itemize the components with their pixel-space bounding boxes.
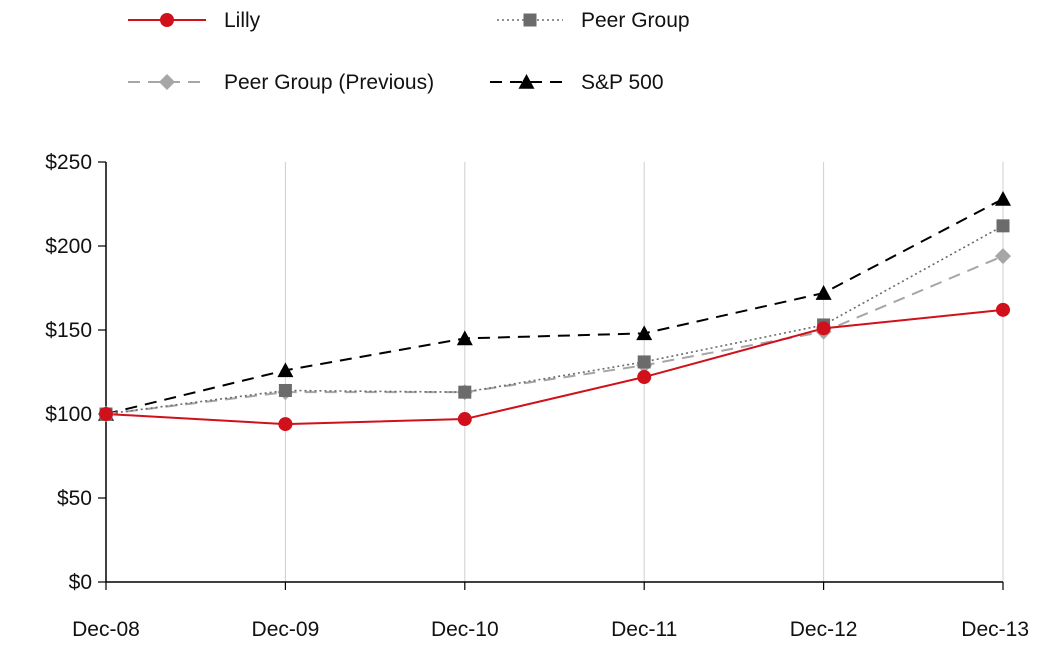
series-markers [98,190,1011,432]
legend-label: Lilly [224,9,261,32]
axes [98,161,1004,590]
legend-label: S&P 500 [581,71,664,94]
data-point-1 [458,385,472,399]
series-line-0 [105,308,1004,426]
x-tick-label: Dec-09 [252,618,320,641]
data-point-0 [637,370,652,385]
x-tick-label: Dec-13 [961,618,1029,641]
legend-label: Peer Group [581,9,690,32]
legend-entry: Peer Group [497,9,690,32]
data-point-0 [996,302,1010,317]
data-point-3 [636,325,653,341]
legend-entry: S&P 500 [490,71,664,94]
data-point-1 [278,383,292,397]
data-point-3 [815,285,832,300]
data-point-1 [996,219,1010,233]
legend-entry: Lilly [128,9,261,32]
x-tick-label: Dec-11 [611,618,677,641]
tick-labels: $0 $50 $100 $150 $200 $250 Dec-08 Dec-09 Dec-10 D… [45,151,1029,641]
series-line-3 [105,198,1004,415]
data-point-1 [637,355,651,369]
x-tick-label: Dec-12 [790,618,858,641]
data-point-0 [816,321,831,336]
legend-label: Peer Group (Previous) [224,71,434,94]
data-point-2 [995,248,1011,265]
data-point-3 [995,190,1011,206]
x-tick-label: Dec-08 [72,618,140,641]
legend-marker [159,74,175,90]
data-point-0 [457,412,472,427]
y-tick-label: $200 [45,235,92,258]
data-point-0 [278,417,293,432]
y-tick-label: $50 [57,487,92,510]
legend-marker [523,13,537,27]
legend: Lilly Peer Group Peer Group (Previous) S&P … [128,9,690,94]
x-tick-label: Dec-10 [431,618,499,641]
data-point-3 [456,330,473,346]
data-point-3 [277,362,294,378]
y-tick-label: $100 [45,403,92,426]
legend-marker [160,13,174,27]
y-tick-label: $0 [69,571,92,594]
data-point-0 [99,407,113,421]
series-line-2 [105,255,1004,415]
legend-marker [518,74,535,89]
y-tick-label: $150 [45,319,92,342]
legend-entry: Peer Group (Previous) [128,71,434,94]
series-lines [105,198,1004,426]
series-line-1 [105,225,1004,415]
y-tick-label: $250 [45,151,92,174]
